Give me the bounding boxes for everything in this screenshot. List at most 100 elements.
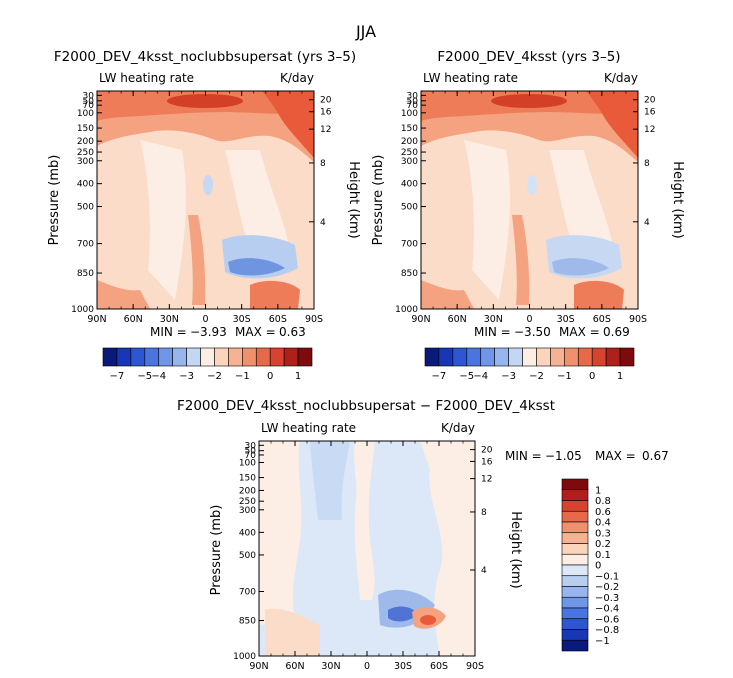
colorbar-2-swatch <box>591 347 607 367</box>
p3-ytick-right-label: 20 <box>481 446 493 456</box>
p1-xtick-label: 60S <box>269 314 287 325</box>
panel-1-subtitle-left: LW heating rate <box>99 71 194 85</box>
p2-xtick-label: 30S <box>557 314 575 325</box>
panel-3-min: −1.05 <box>545 449 582 463</box>
panel-2-min-label: MIN = <box>474 325 511 339</box>
colorbar-3-tick-label: −0.4 <box>595 604 619 615</box>
colorbar-1-swatch <box>186 347 201 367</box>
colorbar-1-tick-label: −4 <box>151 371 166 382</box>
colorbar-3-swatch <box>561 532 589 544</box>
colorbar-2-swatch <box>564 347 579 367</box>
panel-1-max-label: MAX = <box>235 325 276 339</box>
p3-ytick-label: 250 <box>239 497 256 507</box>
p1-ytick-label: 300 <box>77 157 94 167</box>
p1-ytick-right-label: 12 <box>320 125 331 135</box>
colorbar-1-swatch <box>269 347 285 367</box>
p1-xtick-label: 30S <box>233 314 251 325</box>
panel-1-title: F2000_DEV_4ksst_noclubbsupersat (yrs 3–5… <box>54 49 356 65</box>
colorbar-3-tick-label: −0.2 <box>595 582 619 593</box>
colorbar-2-tick-label: 0 <box>589 371 595 382</box>
panel-2-stats: MIN = −3.50 MAX = 0.69 <box>474 325 630 339</box>
p3-ytick-label: 100 <box>239 459 256 469</box>
panel-1-cool-core <box>228 258 285 276</box>
p2-ytick-label: 30 <box>407 91 419 101</box>
p2-ytick-label: 500 <box>401 203 418 213</box>
panel-1-ylabel: Pressure (mb) <box>47 155 62 246</box>
panel-2-mid-light <box>464 140 510 300</box>
colorbar-1-tick-label: −1 <box>235 371 250 382</box>
colorbar-1-tick-label: −7 <box>110 371 125 382</box>
p2-ytick-label: 100 <box>401 109 418 119</box>
panel-1-bottom-left <box>97 280 150 309</box>
panel-3: F2000_DEV_4ksst_noclubbsupersat − F2000_… <box>177 398 669 657</box>
panel-3-cool-core <box>388 606 418 622</box>
p3-ytick-label: 850 <box>239 617 256 627</box>
p3-ytick-right-label: 16 <box>481 457 493 467</box>
panel-3-ylabel-right: Height (km) <box>508 511 523 588</box>
panel-1-subtitle-right: K/day <box>280 71 314 85</box>
colorbar-1-swatch <box>228 347 243 367</box>
colorbar-2-swatch <box>452 347 468 367</box>
colorbar-3-swatch <box>561 553 589 566</box>
colorbar-3-swatch <box>561 500 589 512</box>
p1-ytick-label: 700 <box>77 240 94 250</box>
panel-3-warm-hot <box>420 615 436 625</box>
colorbar-1-swatch <box>102 347 118 367</box>
p3-xtick-label: 60N <box>285 661 304 672</box>
colorbar-3-tick-label: 0.3 <box>595 528 611 539</box>
panel-2-bottom-left <box>421 280 474 309</box>
colorbar-3-swatch <box>561 521 589 534</box>
colorbar-3-swatch <box>561 639 589 652</box>
colorbar-3-swatch <box>561 478 589 491</box>
panel-2-subtitle-right: K/day <box>604 71 638 85</box>
colorbar-1-tick-label: −5 <box>137 371 152 382</box>
panel-2-cool-core <box>552 258 609 276</box>
panel-1-mid-light-2 <box>225 150 290 252</box>
colorbar-2-swatch <box>424 347 440 367</box>
p2-ytick-right-label: 12 <box>644 125 655 135</box>
p1-ytick-right-label: 8 <box>320 159 326 169</box>
p2-xtick-label: 0 <box>526 314 532 325</box>
panel-1-warm-bottom <box>250 280 300 309</box>
panel-3-cool-upper <box>310 441 350 520</box>
p1-ytick-label: 200 <box>77 137 94 147</box>
colorbar-2-tick-label: −2 <box>529 371 544 382</box>
p1-xtick-label: 30N <box>160 314 179 325</box>
p1-ytick-label: 100 <box>77 109 94 119</box>
p1-ytick-right-label: 20 <box>320 96 332 106</box>
panel-2-max: 0.69 <box>603 325 630 339</box>
panel-2: F2000_DEV_4ksst (yrs 3–5) LW heating rat… <box>371 49 685 339</box>
p2-ytick-right-label: 4 <box>644 218 650 228</box>
p3-ytick-label: 500 <box>239 551 256 561</box>
colorbar-1-swatch <box>130 347 146 367</box>
colorbar-3-swatch <box>561 629 589 641</box>
colorbar-1-swatch <box>255 347 271 367</box>
colorbar-3-tick-label: 0.4 <box>595 518 611 529</box>
panel-2-title: F2000_DEV_4ksst (yrs 3–5) <box>437 49 620 65</box>
panel-3-title: F2000_DEV_4ksst_noclubbsupersat − F2000_… <box>177 398 555 414</box>
p2-ytick-label: 850 <box>401 269 418 279</box>
panel-3-warm-right <box>420 441 475 656</box>
p2-xtick-label: 60S <box>593 314 611 325</box>
colorbar-2-tick-label: −5 <box>459 371 474 382</box>
colorbar-3-tick-label: −0.3 <box>595 593 619 604</box>
p2-ytick-label: 70 <box>407 101 419 111</box>
colorbar-1-swatch <box>297 347 313 367</box>
colorbar-2-swatch <box>550 347 565 367</box>
p3-xtick-label: 30S <box>394 661 412 672</box>
panel-3-subtitle-right: K/day <box>441 421 475 435</box>
colorbar-3-swatch <box>561 575 589 587</box>
colorbar-1-tick-label: −2 <box>207 371 222 382</box>
colorbar-1-swatch <box>283 347 299 367</box>
colorbar-1-swatch <box>116 347 132 367</box>
colorbar-1-swatch <box>242 347 257 367</box>
p1-ytick-right-label: 16 <box>320 108 332 118</box>
p3-ytick-label: 50 <box>245 447 257 457</box>
p1-ytick-label: 400 <box>77 180 94 190</box>
colorbar-3-tick-label: 0.8 <box>595 496 611 507</box>
p2-ytick-label: 250 <box>401 148 418 158</box>
p3-xtick-label: 90S <box>466 661 484 672</box>
colorbar-3-tick-label: −0.6 <box>595 614 619 625</box>
panel-1-mid-light <box>140 140 186 300</box>
